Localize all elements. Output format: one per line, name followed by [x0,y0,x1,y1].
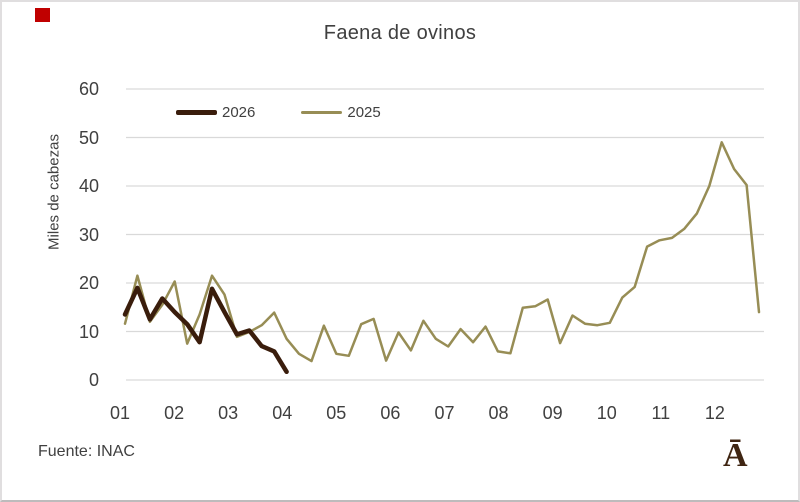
x-tick-label-11: 11 [651,403,671,423]
x-tick-label-06: 06 [380,403,401,423]
y-tick-label-0: 0 [88,370,99,390]
legend-label-2026: 2026 [222,104,256,121]
chart-title: Faena de ovinos [323,22,477,44]
x-tick-label-10: 10 [596,403,617,423]
x-tick-label-01: 01 [109,403,131,423]
source-note: Fuente: INAC [38,443,135,460]
x-tick-label-05: 05 [326,403,347,423]
y-tick-label-60: 60 [78,79,99,99]
x-tick-label-07: 07 [434,403,455,423]
series-line-2025 [123,141,761,363]
legend-line-swatch-2025 [301,111,343,114]
series-line-2026 [122,285,289,375]
legend-label-2025: 2025 [347,104,381,121]
chart-legend: 2026 2025 [176,104,381,121]
y-tick-label-30: 30 [78,224,99,245]
logo-glyph: Ā [723,437,748,474]
x-tick-label-12: 12 [704,403,725,423]
legend-item-2025: 2025 [301,104,381,121]
x-tick-label-04: 04 [272,403,293,423]
x-tick-label-09: 09 [542,403,563,423]
legend-item-2026: 2026 [176,104,255,121]
x-tick-label-03: 03 [218,403,239,423]
x-tick-label-02: 02 [164,403,185,423]
red-square-marker [35,8,50,22]
legend-line-swatch-2026 [176,110,217,115]
y-tick-label-20: 20 [78,273,99,293]
y-tick-label-10: 10 [78,321,99,342]
y-tick-label-50: 50 [78,127,99,148]
y-tick-label-40: 40 [78,176,99,196]
x-tick-label-08: 08 [488,403,509,423]
